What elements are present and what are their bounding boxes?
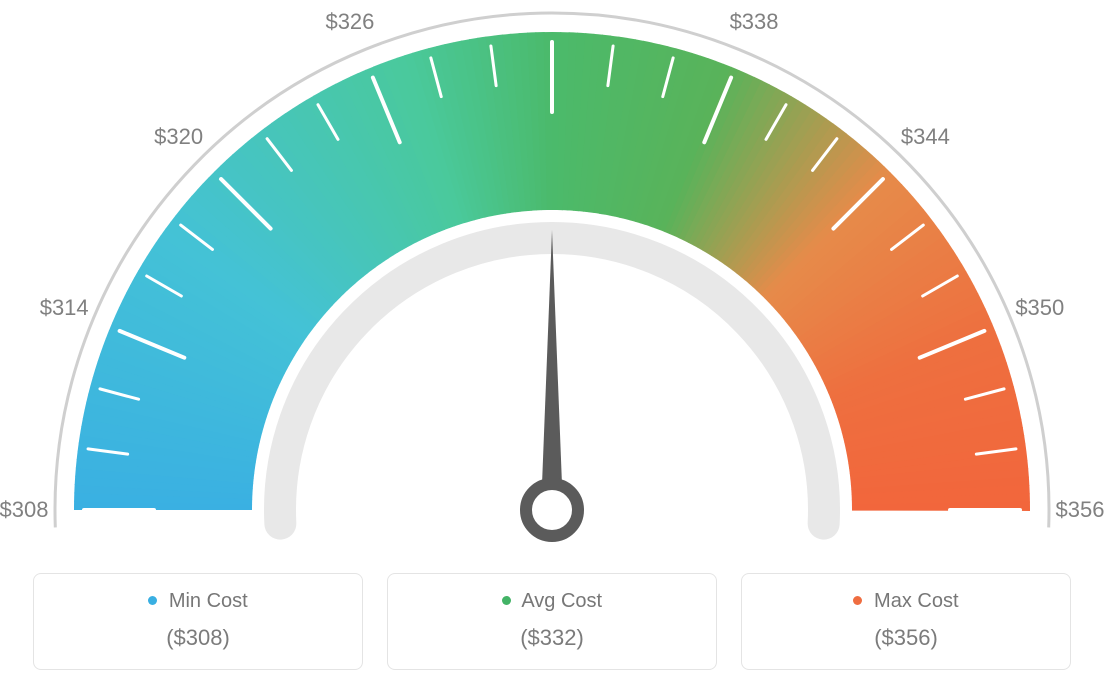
cost-gauge-widget: $308$314$320$326$332$338$344$350$356 Min… (0, 0, 1104, 690)
gauge-tick-label: $350 (1015, 295, 1064, 321)
gauge-tick-label: $344 (901, 124, 950, 150)
gauge-tick-label: $314 (40, 295, 89, 321)
gauge-tick-label: $308 (0, 497, 48, 523)
dot-icon (853, 596, 862, 605)
legend-label: Avg Cost (521, 590, 602, 612)
legend-label: Min Cost (169, 590, 248, 612)
legend-card-min: Min Cost ($308) (33, 573, 363, 670)
dot-icon (502, 596, 511, 605)
legend-card-max: Max Cost ($356) (741, 573, 1071, 670)
legend-card-avg: Avg Cost ($332) (387, 573, 717, 670)
legend-title-max: Max Cost (752, 590, 1060, 613)
legend-value-avg: ($332) (398, 625, 706, 651)
gauge-tick-label: $356 (1056, 497, 1104, 523)
legend-title-avg: Avg Cost (398, 590, 706, 613)
gauge-area: $308$314$320$326$332$338$344$350$356 (0, 0, 1104, 560)
gauge-tick-label: $326 (325, 9, 374, 35)
gauge-svg (0, 0, 1104, 560)
gauge-tick-label: $338 (730, 9, 779, 35)
gauge-tick-label: $320 (154, 124, 203, 150)
dot-icon (148, 596, 157, 605)
legend-row: Min Cost ($308) Avg Cost ($332) Max Cost… (0, 573, 1104, 670)
legend-title-min: Min Cost (44, 590, 352, 613)
legend-value-max: ($356) (752, 625, 1060, 651)
legend-value-min: ($308) (44, 625, 352, 651)
legend-label: Max Cost (874, 590, 958, 612)
